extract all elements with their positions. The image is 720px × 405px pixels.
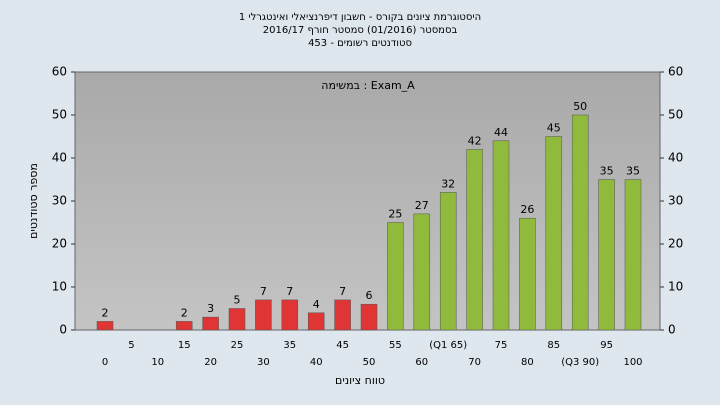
x-tick-label: (Q1 65) (429, 340, 467, 351)
x-tick-label: 20 (204, 357, 217, 368)
bar (598, 179, 615, 331)
value-label: 50 (573, 100, 587, 113)
x-tick-label: (Q3 90) (561, 357, 599, 368)
x-tick-label: 40 (310, 357, 323, 368)
y-tick-label: 0 (59, 323, 67, 337)
bar (571, 114, 589, 331)
value-label: 35 (600, 165, 614, 178)
x-tick-label: 35 (283, 340, 296, 351)
bar (334, 299, 351, 331)
value-label: 26 (520, 203, 534, 216)
x-tick-label: 100 (623, 357, 642, 368)
y2-tick-label: 40 (668, 151, 683, 165)
y-tick-label: 30 (52, 194, 67, 208)
x-tick-label: 15 (178, 340, 191, 351)
value-label: 7 (339, 285, 346, 298)
x-tick-label: 45 (336, 340, 349, 351)
value-label: 4 (313, 298, 320, 311)
value-label: 25 (388, 208, 402, 221)
bar (255, 299, 272, 331)
y2-tick-label: 60 (668, 65, 683, 79)
value-label: 2 (181, 306, 188, 319)
bar (413, 213, 431, 331)
value-label: 32 (441, 177, 455, 190)
title-line: היסטוגרמת ציונים בקורס - חשבון דיפרנציאל… (239, 12, 481, 23)
bar (360, 303, 378, 331)
value-label: 35 (626, 165, 640, 178)
y2-tick-label: 0 (668, 323, 676, 337)
value-label: 6 (366, 289, 373, 302)
bar (307, 312, 325, 331)
bar (202, 316, 219, 331)
bar (519, 217, 536, 331)
x-tick-label: 30 (257, 357, 270, 368)
plot-area (74, 71, 661, 331)
y2-tick-label: 20 (668, 237, 683, 251)
x-tick-label: 55 (389, 340, 402, 351)
value-label: 44 (494, 126, 508, 139)
x-tick-label: 60 (415, 357, 428, 368)
title-line: בסמסטר (01/2016) סמסטר חורף 2016/17 (263, 25, 458, 36)
y-tick-label: 10 (52, 280, 67, 294)
bar (439, 192, 457, 331)
bar (281, 299, 299, 331)
value-label: 3 (207, 302, 214, 315)
bar (624, 179, 642, 331)
x-tick-label: 85 (547, 340, 560, 351)
y-tick-label: 40 (52, 151, 67, 165)
x-tick-label: 75 (495, 340, 508, 351)
value-label: 42 (468, 134, 482, 147)
x-axis-title: טווח ציונים (335, 374, 385, 387)
x-tick-label: 50 (363, 357, 376, 368)
bar (228, 308, 246, 331)
x-tick-label: 70 (468, 357, 481, 368)
value-label: 27 (415, 199, 429, 212)
y-axis-title: מספר סטודנטים (27, 163, 40, 239)
bar (387, 222, 404, 331)
x-tick-label: 95 (600, 340, 613, 351)
y-tick-label: 50 (52, 108, 67, 122)
y-tick-label: 20 (52, 237, 67, 251)
annotation: במשימה : Exam_A (321, 79, 415, 92)
title-line: סטודנטים רשומים - 453 (308, 38, 412, 49)
value-label: 45 (547, 122, 561, 135)
y2-tick-label: 10 (668, 280, 683, 294)
value-label: 7 (286, 285, 293, 298)
bar (175, 321, 193, 331)
bar (492, 140, 510, 331)
x-tick-label: 0 (102, 357, 108, 368)
y-tick-label: 60 (52, 65, 67, 79)
value-label: 7 (260, 285, 267, 298)
x-tick-label: 80 (521, 357, 534, 368)
bar (466, 149, 483, 331)
bar (545, 136, 563, 331)
bar (96, 321, 114, 331)
y2-tick-label: 50 (668, 108, 683, 122)
x-tick-label: 10 (151, 357, 164, 368)
value-label: 5 (234, 294, 241, 307)
y2-tick-label: 30 (668, 194, 683, 208)
x-tick-label: 25 (231, 340, 244, 351)
x-tick-label: 5 (128, 340, 134, 351)
value-label: 2 (102, 306, 109, 319)
